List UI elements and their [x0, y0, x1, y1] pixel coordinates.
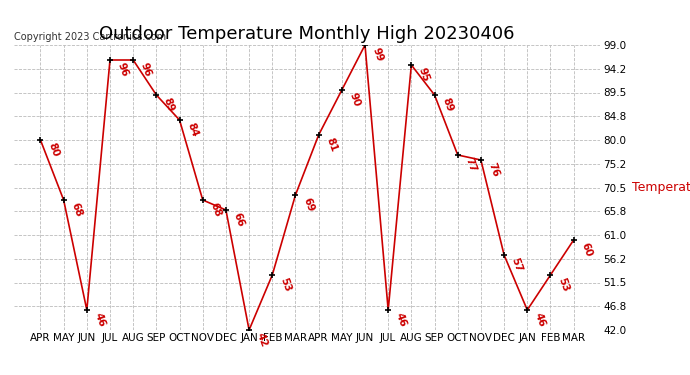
Text: 68: 68 [208, 201, 223, 218]
Text: 46: 46 [533, 311, 547, 328]
Text: 60: 60 [579, 242, 593, 258]
Text: 46: 46 [92, 311, 107, 328]
Text: 89: 89 [440, 96, 455, 113]
Text: 90: 90 [347, 92, 362, 108]
Y-axis label: Temperature (°F): Temperature (°F) [632, 181, 690, 194]
Text: 69: 69 [301, 196, 315, 213]
Text: 81: 81 [324, 136, 339, 153]
Text: 96: 96 [139, 62, 153, 78]
Text: 68: 68 [69, 201, 83, 218]
Text: 53: 53 [556, 276, 571, 293]
Text: 95: 95 [417, 66, 431, 83]
Text: 96: 96 [115, 62, 130, 78]
Text: 80: 80 [46, 141, 60, 158]
Text: 42: 42 [255, 332, 269, 348]
Text: 46: 46 [394, 311, 408, 328]
Text: 76: 76 [486, 161, 501, 178]
Text: 66: 66 [231, 211, 246, 228]
Text: 99: 99 [371, 46, 385, 63]
Text: 89: 89 [162, 96, 176, 113]
Text: 53: 53 [278, 276, 292, 293]
Text: 77: 77 [463, 156, 477, 174]
Text: 57: 57 [510, 256, 524, 273]
Title: Outdoor Temperature Monthly High 20230406: Outdoor Temperature Monthly High 2023040… [99, 26, 515, 44]
Text: Copyright 2023 Cartronics.com: Copyright 2023 Cartronics.com [14, 32, 166, 42]
Text: 84: 84 [185, 122, 199, 138]
